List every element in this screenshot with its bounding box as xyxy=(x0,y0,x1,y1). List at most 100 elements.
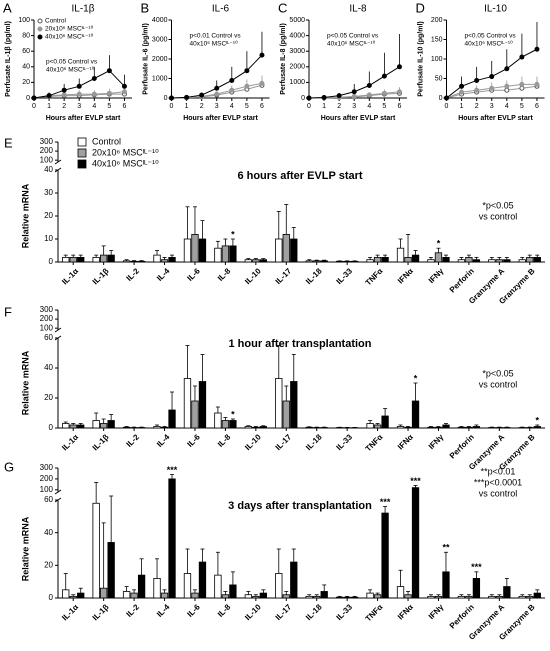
bar xyxy=(381,512,389,599)
x-tick-label: IL-33 xyxy=(334,266,354,286)
y-axis-label: Perfusate IL-10 (pg/ml) xyxy=(417,21,424,96)
x-tick-label: IFNα xyxy=(396,602,415,621)
legend-label: 40x10⁶ MSCᴵᴸ⁻¹⁰ xyxy=(92,158,159,168)
y-tick-label: 60 xyxy=(44,495,53,504)
bar xyxy=(404,426,412,429)
bar xyxy=(381,415,389,429)
bar xyxy=(252,595,260,599)
y-axis-label: Relative mRNA xyxy=(20,350,30,415)
y-tick-label: 200 xyxy=(40,314,54,323)
bar xyxy=(191,233,199,263)
significance-label: * xyxy=(414,373,418,383)
annotation: p<0.05 Control vs xyxy=(46,59,98,66)
bar xyxy=(533,426,541,429)
bar xyxy=(160,426,169,429)
y-tick-label: 60 xyxy=(44,333,53,342)
bar xyxy=(191,592,199,599)
legend-label: Control xyxy=(45,18,67,25)
x-tick-label: 3 xyxy=(77,103,81,110)
data-point xyxy=(214,91,220,97)
bar xyxy=(122,260,131,263)
y-tick-label: 40 xyxy=(44,165,53,174)
x-tick-label: IFNα xyxy=(396,432,415,451)
y-tick-label: 300 xyxy=(40,137,54,146)
bar xyxy=(77,592,85,599)
bar xyxy=(160,259,169,263)
y-tick-label: 4000 xyxy=(289,32,305,39)
data-point xyxy=(31,95,37,101)
bar xyxy=(343,596,351,599)
x-tick-label: IL-1α xyxy=(60,432,80,452)
bar xyxy=(396,247,405,263)
bar xyxy=(229,420,237,429)
y-tick-label: 3000 xyxy=(152,36,168,43)
significance-label: *** xyxy=(167,465,178,475)
bar xyxy=(526,256,534,263)
y-axis-label: Perfusate IL-8 (pg/ml) xyxy=(280,23,287,95)
bar xyxy=(373,594,382,599)
data-point xyxy=(306,95,312,101)
bar xyxy=(168,478,176,599)
chart-title: 1 hour after transplantation xyxy=(228,338,371,350)
y-tick-label: 300 xyxy=(40,463,54,472)
data-point xyxy=(214,85,220,91)
x-tick-label: 3 xyxy=(352,103,356,110)
bar xyxy=(457,426,466,429)
x-tick-label: 2 xyxy=(62,103,66,110)
data-point xyxy=(121,89,127,95)
y-tick-label: 0 xyxy=(49,593,54,602)
data-point xyxy=(381,73,387,79)
bar xyxy=(252,426,260,429)
bar xyxy=(100,587,108,599)
legend-swatch xyxy=(77,148,87,158)
data-point xyxy=(474,77,480,83)
y-axis-label: Relative mRNA xyxy=(20,183,30,248)
bar xyxy=(366,259,374,263)
bar xyxy=(290,561,298,599)
bar xyxy=(526,595,534,599)
bar xyxy=(336,596,344,599)
bar xyxy=(244,259,252,263)
y-tick-label: 100 xyxy=(40,323,54,332)
bar xyxy=(244,426,252,429)
bar xyxy=(427,595,435,599)
chart-title: IL-10 xyxy=(484,4,507,15)
y-tick-label: 30 xyxy=(44,188,53,197)
bar xyxy=(160,592,169,599)
x-tick-label: IL-2 xyxy=(125,602,142,619)
x-tick-label: 1 xyxy=(460,103,464,110)
y-tick-label: 50 xyxy=(435,75,443,82)
y-tick-label: 0 xyxy=(49,257,54,266)
bar xyxy=(305,260,313,263)
x-tick-label: TNFα xyxy=(364,602,385,623)
y-tick-label: 1000 xyxy=(289,79,305,86)
x-tick-label: 5 xyxy=(245,103,249,110)
bar xyxy=(503,586,511,599)
data-point xyxy=(444,95,449,101)
x-tick-label: IL-10 xyxy=(243,432,263,452)
annotation: *p<0.05 xyxy=(482,368,513,378)
bar xyxy=(351,596,359,599)
bar xyxy=(137,260,146,263)
y-tick-label: 150 xyxy=(431,36,443,43)
bar xyxy=(244,594,252,599)
data-point xyxy=(46,93,52,99)
x-tick-label: 1 xyxy=(47,103,51,110)
bar xyxy=(92,502,100,599)
bar xyxy=(62,423,70,429)
data-point xyxy=(199,92,205,98)
data-point xyxy=(336,93,342,99)
data-point xyxy=(459,89,465,95)
x-tick-label: 6 xyxy=(398,103,402,110)
bar xyxy=(168,256,176,263)
data-point xyxy=(474,87,480,93)
bar xyxy=(518,259,526,263)
bar xyxy=(282,400,290,429)
x-tick-label: IL-17 xyxy=(274,432,294,452)
x-tick-label: IL-18 xyxy=(304,432,324,452)
data-point xyxy=(366,92,372,98)
bar xyxy=(396,586,405,599)
x-tick-label: IL-18 xyxy=(304,602,324,622)
annotation: 40x10⁶ MSCᴵᴸ⁻¹⁰ xyxy=(190,40,239,48)
